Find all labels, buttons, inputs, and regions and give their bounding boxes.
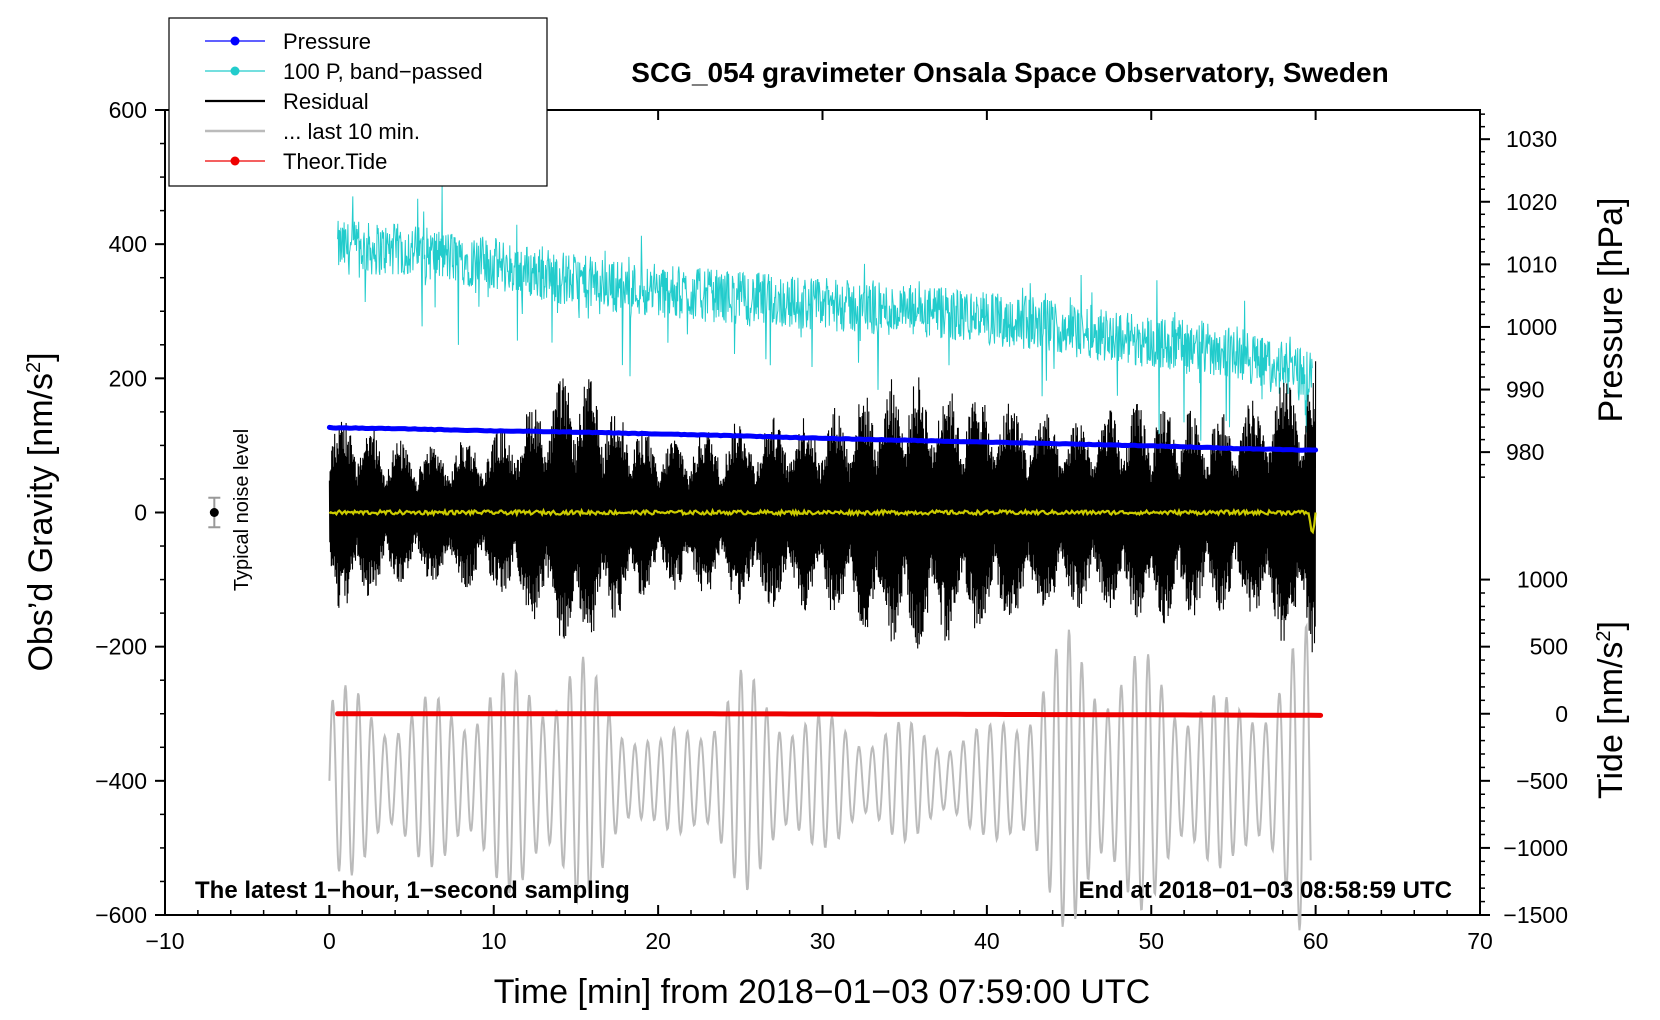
legend-label: ... last 10 min. [283,119,420,144]
legend: Pressure 100 P, band−passed Residual ... la… [168,17,548,187]
x-tick-label: −10 [145,928,184,954]
sampling-note: The latest 1−hour, 1−second sampling [195,877,630,904]
series-pressure-line [326,424,1319,453]
tide-tick-label: −1000 [1503,835,1568,861]
pressure-axis-ticks: 980 990 1000 1010 1020 1030 [1480,113,1557,478]
pressure-tick-label: 1010 [1506,251,1557,277]
x-tick-label: 20 [645,928,671,954]
tide-tick-label: −500 [1516,768,1568,794]
pressure-axis-title: Pressure [hPa] [1592,198,1630,423]
tide-axis-ticks: −1500 −1000 −500 0 500 1000 [1480,567,1568,928]
y-axis-title-prefix: Obs’d Gravity [nm/s [22,373,60,672]
legend-label: Theor.Tide [283,149,387,174]
noise-level-label: Typical noise level [231,429,253,591]
pressure-tick-label: 1000 [1506,314,1557,340]
legend-swatch-marker [230,156,240,166]
tide-axis-title-suffix: ] [1592,621,1630,630]
y-tick-label: −600 [95,902,147,928]
tide-tick-label: 500 [1530,634,1568,660]
tide-axis-title-prefix: Tide [nm/s [1592,642,1630,799]
y-tick-label: 600 [109,97,147,123]
x-tick-label: 10 [481,928,507,954]
tide-tick-label: −1500 [1503,902,1568,928]
series-residual-line [328,361,1317,653]
legend-label: Pressure [283,29,371,54]
y-axis-title: Obs’d Gravity [nm/s2] [22,352,60,671]
pressure-tick-label: 980 [1506,439,1544,465]
end-time-note: End at 2018−01−03 08:58:59 UTC [1078,877,1452,904]
y-axis-title-sup: 2 [23,362,45,373]
y-tick-label: 0 [134,500,147,526]
tide-tick-label: 0 [1555,701,1568,727]
x-axis-title: Time [min] from 2018−01−03 07:59:00 UTC [494,973,1150,1011]
x-tick-label: 70 [1467,928,1493,954]
x-tick-label: 50 [1138,928,1164,954]
x-tick-label: 40 [974,928,1000,954]
legend-swatch-marker [230,66,240,76]
series-layer [326,185,1324,931]
tide-axis-title: Tide [nm/s2] [1592,621,1630,799]
chart-title: SCG_054 gravimeter Onsala Space Observat… [631,57,1388,88]
pressure-tick-label: 990 [1506,377,1544,403]
x-tick-label: 30 [810,928,836,954]
noise-point [209,508,219,517]
x-tick-label: 0 [323,928,336,954]
legend-items: Pressure 100 P, band−passed Residual ... la… [205,29,483,174]
legend-label: 100 P, band−passed [283,59,483,84]
pressure-tick-label: 1020 [1506,189,1557,215]
legend-swatch-marker [230,36,240,46]
series-last-10-min-line [328,622,1312,931]
series-theor-tide-line [335,711,1324,718]
y-tick-label: 400 [109,231,147,257]
y-tick-label: −200 [95,634,147,660]
x-axis-ticks: −10 0 10 20 30 40 50 60 70 [145,110,1493,954]
y-tick-label: −400 [95,768,147,794]
series-residual-smoothed-line [328,507,1317,535]
pressure-tick-label: 1030 [1506,126,1557,152]
series-pressure-bandpassed-line [337,185,1313,441]
tide-tick-label: 1000 [1517,567,1568,593]
x-tick-label: 60 [1303,928,1329,954]
legend-label: Residual [283,89,369,114]
y-axis-title-suffix: ] [22,352,60,361]
y-tick-label: 200 [109,365,147,391]
y-axis-ticks: −600 −400 −200 0 200 400 600 [95,97,165,928]
tide-axis-title-sup: 2 [1593,630,1615,641]
noise-level-indicator [208,496,221,529]
